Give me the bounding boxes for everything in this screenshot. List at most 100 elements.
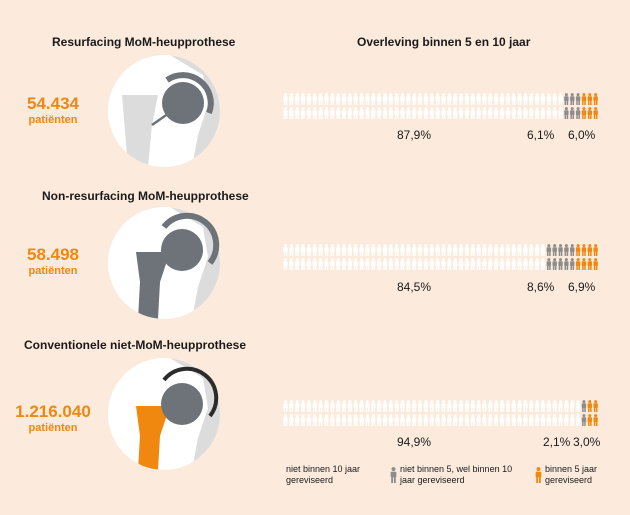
person-not-revised-icon bbox=[476, 400, 481, 412]
person-not-revised-icon bbox=[441, 400, 446, 412]
person-not-revised-icon bbox=[406, 414, 411, 426]
person-not-revised-icon bbox=[534, 93, 540, 105]
person-not-revised-icon bbox=[534, 258, 540, 270]
person-not-revised-icon bbox=[423, 414, 429, 426]
person-not-revised-icon bbox=[470, 107, 475, 119]
person-not-revised-icon bbox=[412, 400, 417, 412]
person-not-revised-icon bbox=[429, 400, 434, 412]
person-not-revised-icon bbox=[458, 400, 464, 412]
person-not-revised-icon bbox=[306, 244, 312, 256]
person-not-revised-icon bbox=[359, 414, 364, 426]
person-not-revised-icon bbox=[412, 244, 417, 256]
person-not-revised-icon bbox=[347, 400, 353, 412]
person-not-revised-icon bbox=[493, 93, 499, 105]
person-not-revised-icon bbox=[441, 107, 446, 119]
person-not-revised-icon bbox=[406, 244, 411, 256]
person-revised-5-icon bbox=[587, 414, 592, 426]
person-revised-5-icon bbox=[587, 258, 592, 270]
person-not-revised-icon bbox=[552, 400, 557, 412]
person-not-revised-icon bbox=[359, 107, 364, 119]
person-not-revised-icon bbox=[289, 414, 294, 426]
person-not-revised-icon bbox=[464, 244, 470, 256]
person-not-revised-icon bbox=[499, 414, 505, 426]
person-not-revised-icon bbox=[306, 400, 312, 412]
person-not-revised-icon bbox=[295, 414, 300, 426]
person-not-revised-icon bbox=[376, 258, 382, 270]
person-not-revised-icon bbox=[488, 107, 493, 119]
person-revised-5-icon bbox=[593, 414, 598, 426]
person-not-revised-icon bbox=[505, 400, 511, 412]
person-not-revised-icon bbox=[447, 400, 452, 412]
chart-title-survival: Overleving binnen 5 en 10 jaar bbox=[357, 35, 531, 49]
person-not-revised-icon bbox=[482, 258, 487, 270]
person-revised-5-10-icon bbox=[552, 244, 557, 256]
person-not-revised-icon bbox=[482, 107, 487, 119]
person-not-revised-icon bbox=[283, 414, 288, 426]
person-revised-5-10-icon bbox=[546, 258, 552, 270]
person-not-revised-icon bbox=[470, 414, 475, 426]
person-not-revised-icon bbox=[482, 400, 487, 412]
person-not-revised-icon bbox=[353, 400, 358, 412]
person-not-revised-icon bbox=[318, 414, 323, 426]
person-not-revised-icon bbox=[499, 244, 505, 256]
person-revised-5-icon bbox=[593, 244, 598, 256]
person-revised-5-icon bbox=[593, 258, 598, 270]
person-not-revised-icon bbox=[341, 93, 347, 105]
person-not-revised-icon bbox=[523, 414, 528, 426]
person-not-revised-icon bbox=[540, 93, 546, 105]
person-not-revised-icon bbox=[511, 400, 516, 412]
person-not-revised-icon bbox=[359, 244, 364, 256]
person-not-revised-icon bbox=[464, 107, 470, 119]
person-not-revised-icon bbox=[312, 400, 317, 412]
person-not-revised-icon bbox=[464, 414, 470, 426]
person-not-revised-icon bbox=[453, 107, 458, 119]
person-not-revised-icon bbox=[499, 93, 505, 105]
person-not-revised-icon bbox=[341, 258, 347, 270]
person-not-revised-icon bbox=[406, 400, 411, 412]
person-not-revised-icon bbox=[558, 107, 563, 119]
person-not-revised-icon bbox=[365, 400, 370, 412]
person-not-revised-icon bbox=[488, 258, 493, 270]
person-not-revised-icon bbox=[476, 258, 481, 270]
person-not-revised-icon bbox=[324, 107, 329, 119]
person-not-revised-icon bbox=[429, 258, 434, 270]
person-not-revised-icon bbox=[330, 93, 335, 105]
patient-count-value: 58.498 bbox=[27, 245, 79, 264]
person-not-revised-icon bbox=[312, 107, 317, 119]
person-not-revised-icon bbox=[517, 93, 522, 105]
person-revised-5-10-icon bbox=[575, 93, 581, 105]
person-not-revised-icon bbox=[534, 414, 540, 426]
person-not-revised-icon bbox=[306, 93, 312, 105]
person-revised-5-icon bbox=[575, 244, 581, 256]
person-not-revised-icon bbox=[283, 400, 288, 412]
person-not-revised-icon bbox=[371, 107, 376, 119]
person-not-revised-icon bbox=[429, 93, 434, 105]
pct-label-row3-revised-5: 3,0% bbox=[573, 435, 601, 449]
person-not-revised-icon bbox=[318, 258, 323, 270]
person-revised-5-10-icon bbox=[558, 258, 563, 270]
person-not-revised-icon bbox=[476, 93, 481, 105]
person-not-revised-icon bbox=[570, 400, 575, 412]
person-not-revised-icon bbox=[523, 93, 528, 105]
person-not-revised-icon bbox=[464, 400, 470, 412]
person-not-revised-icon bbox=[417, 93, 423, 105]
person-not-revised-icon bbox=[318, 244, 323, 256]
person-not-revised-icon bbox=[324, 244, 329, 256]
person-not-revised-icon bbox=[499, 400, 505, 412]
person-revised-5-icon bbox=[575, 258, 581, 270]
pct-label-row2-not-revised: 84,5% bbox=[397, 280, 432, 294]
person-not-revised-icon bbox=[488, 400, 493, 412]
person-not-revised-icon bbox=[353, 107, 358, 119]
person-not-revised-icon bbox=[406, 107, 411, 119]
patient-count-label: patiënten bbox=[28, 114, 78, 126]
person-not-revised-icon bbox=[300, 400, 306, 412]
person-not-revised-icon bbox=[295, 400, 300, 412]
person-not-revised-icon bbox=[341, 400, 347, 412]
person-not-revised-icon bbox=[534, 400, 540, 412]
person-not-revised-icon bbox=[412, 258, 417, 270]
chart-title-conventional: Conventionele niet-MoM-heupprothese bbox=[24, 338, 246, 352]
person-not-revised-icon bbox=[335, 107, 341, 119]
person-not-revised-icon bbox=[499, 107, 505, 119]
person-not-revised-icon bbox=[470, 93, 475, 105]
person-not-revised-icon bbox=[441, 93, 446, 105]
